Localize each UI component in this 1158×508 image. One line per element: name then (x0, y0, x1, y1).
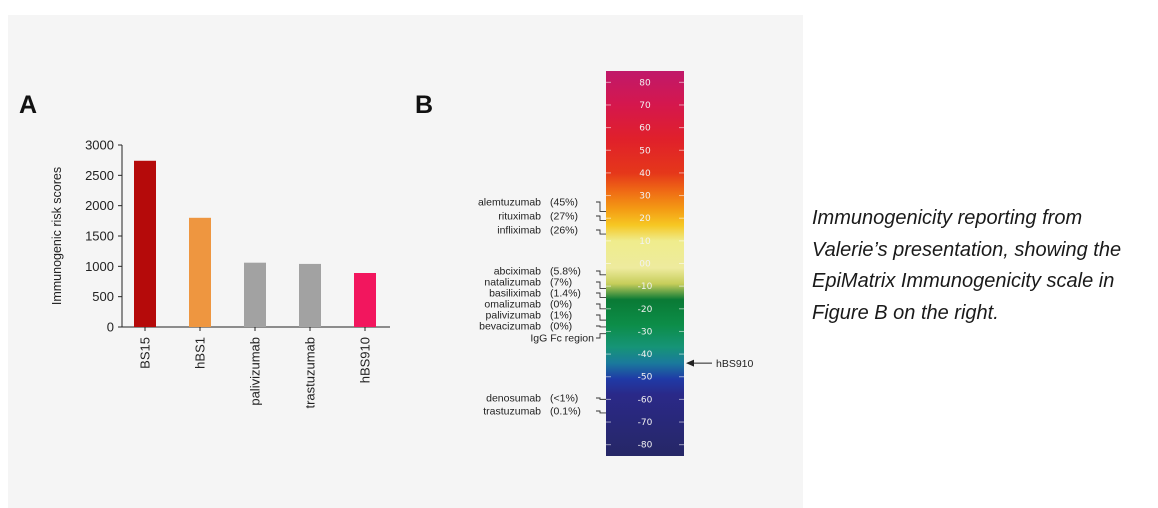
scale-tick-label: 40 (639, 169, 651, 179)
drug-label-rituximab: rituximab (498, 211, 541, 223)
drug-label-IgG Fc region: IgG Fc region (530, 333, 594, 345)
caption: Immunogenicity reporting from Valerie’s … (812, 203, 1158, 329)
caption-line: Immunogenicity reporting from (812, 207, 1083, 229)
bar-trastuzumab (299, 263, 321, 327)
drug-percent-bevacizumab: (0%) (550, 321, 572, 333)
drug-label-alemtuzumab: alemtuzumab (478, 197, 541, 209)
y-tick-label: 1500 (85, 229, 114, 244)
drug-label-infliximab: infliximab (497, 225, 541, 237)
scale-tick-label: 20 (639, 214, 651, 224)
x-tick-label: BS15 (138, 337, 153, 369)
scale-tick-label: 80 (639, 78, 651, 88)
leader-line-alemtuzumab (596, 201, 606, 212)
y-tick-label: 0 (107, 320, 114, 335)
scale-tick-label: -40 (638, 350, 653, 360)
leader-line-natalizumab (596, 281, 606, 289)
drug-percent-alemtuzumab: (45%) (550, 197, 578, 209)
drug-label-bevacizumab: bevacizumab (479, 321, 541, 333)
scale-tick-label: -60 (638, 395, 653, 405)
scale-tick-label: -80 (638, 441, 653, 451)
figure-panel: A Immunogenic risk scores 0 500 1000 1500 2000… (8, 15, 803, 508)
scale-tick-label: 50 (639, 146, 651, 156)
y-tick-label: 1000 (85, 259, 114, 274)
leader-line-palivizumab (596, 314, 606, 321)
scale-bar (606, 71, 684, 456)
scale-tick-label: -70 (638, 418, 653, 428)
drug-label-trastuzumab: trastuzumab (483, 406, 541, 418)
scale-tick-label: 70 (639, 101, 651, 111)
scale-tick-label: 10 (639, 237, 651, 247)
y-axis-label: Immunogenic risk scores (50, 167, 64, 305)
drug-percent-omalizumab: (0%) (550, 299, 572, 311)
drug-percent-natalizumab: (7%) (550, 277, 572, 289)
x-tick-label: palivizumab (248, 337, 263, 406)
x-tick-label: hBS1 (193, 337, 208, 369)
drug-label-denosumab: denosumab (486, 393, 541, 405)
bar-hBS910 (354, 273, 376, 327)
leader-line-denosumab (596, 397, 606, 400)
leader-line-omalizumab (596, 303, 606, 310)
leader-line-infliximab (596, 229, 606, 235)
drug-label-omalizumab: omalizumab (484, 299, 541, 311)
caption-line: Valerie’s presentation, showing the (812, 238, 1122, 261)
y-tick-label: 2500 (85, 168, 114, 183)
marker-label-hBS910: hBS910 (716, 358, 754, 370)
bar-chart-a: A Immunogenic risk scores 0 500 1000 1500 2000… (19, 91, 390, 409)
marker-arrow-head (686, 359, 694, 367)
scale-tick-label: -20 (638, 305, 653, 315)
bar-hBS1 (189, 217, 211, 327)
bar-BS15 (134, 160, 156, 327)
scale-tick-label: -50 (638, 373, 653, 383)
leader-line-basiliximab (596, 292, 606, 298)
scale-tick-label: -10 (638, 282, 653, 292)
y-tick-label: 3000 (85, 138, 114, 153)
immunogenicity-scale-b: B 80 70 60 50 40 30 20 10 00 -10 -20 -30 -40 -50 -60 -70… (415, 71, 754, 456)
drug-percent-basiliximab: (1.4%) (550, 288, 581, 300)
panel-label-b: B (415, 91, 433, 119)
y-tick-label: 2000 (85, 198, 114, 213)
leader-line-bevacizumab (596, 325, 606, 328)
caption-line: Figure B on the right. (812, 301, 999, 324)
drug-percent-infliximab: (26%) (550, 225, 578, 237)
scale-tick-label: -30 (638, 327, 653, 337)
scale-tick-label: 00 (639, 260, 651, 270)
x-tick-label: hBS910 (358, 337, 373, 383)
leader-line-trastuzumab (596, 410, 606, 414)
drug-percent-rituximab: (27%) (550, 211, 578, 223)
drug-percent-trastuzumab: (0.1%) (550, 406, 581, 418)
drug-label-basiliximab: basiliximab (489, 288, 541, 300)
scale-tick-label: 30 (639, 192, 651, 202)
bar-palivizumab (244, 262, 266, 327)
drug-label-natalizumab: natalizumab (484, 277, 541, 289)
panel-label-a: A (19, 91, 37, 119)
drug-percent-denosumab: (<1%) (550, 393, 578, 405)
drug-percent-abciximab: (5.8%) (550, 266, 581, 278)
y-tick-label: 500 (92, 289, 114, 304)
leader-line-rituximab (596, 215, 606, 221)
scale-tick-label: 60 (639, 124, 651, 134)
drug-label-palivizumab: palivizumab (486, 310, 542, 322)
drug-percent-palivizumab: (1%) (550, 310, 572, 322)
caption-line: EpiMatrix Immunogenicity scale in (812, 270, 1115, 292)
leader-line-IgG Fc region (596, 333, 606, 339)
x-tick-label: trastuzumab (303, 337, 318, 409)
drug-label-abciximab: abciximab (494, 266, 541, 278)
leader-line-abciximab (596, 270, 606, 276)
